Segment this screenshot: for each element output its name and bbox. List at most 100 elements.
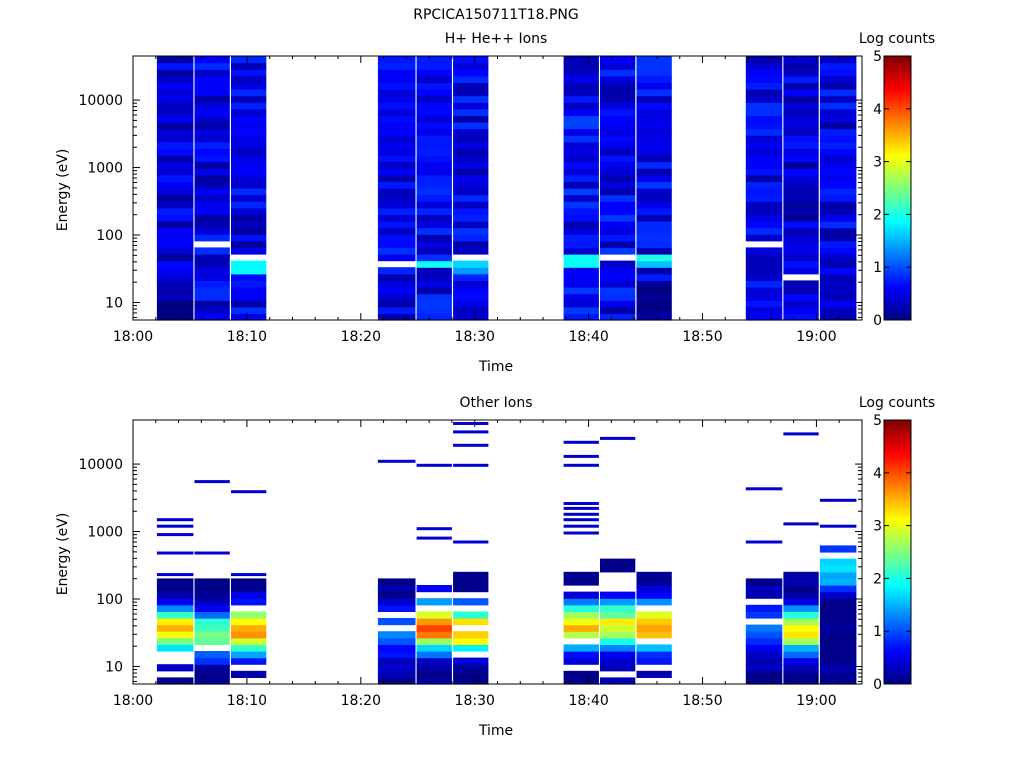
colorbar-tick-label: 3 <box>873 155 882 171</box>
colorbar-segment <box>884 483 911 487</box>
heatmap-cell <box>156 618 194 626</box>
heatmap-cell <box>231 155 267 163</box>
heatmap-cell <box>819 201 857 209</box>
heatmap-cell <box>377 174 416 182</box>
heatmap-cell <box>416 598 452 606</box>
colorbar-segment <box>884 604 911 608</box>
colorbar-segment <box>884 71 911 75</box>
heatmap-cell <box>416 254 452 262</box>
heatmap-cell <box>416 637 452 645</box>
heatmap-cell <box>563 155 599 163</box>
colorbar-segment <box>884 180 911 184</box>
panel-1-heatmap-cells <box>156 56 857 321</box>
heatmap-cell <box>416 69 452 77</box>
heatmap-cell <box>563 240 599 248</box>
heatmap-cell <box>636 624 672 632</box>
heatmap-cell <box>377 300 416 308</box>
colorbar-segment <box>884 111 911 115</box>
heatmap-cell <box>600 227 636 235</box>
heatmap-cell <box>156 148 194 156</box>
colorbar-segment <box>884 56 911 60</box>
heatmap-cell <box>563 293 599 301</box>
heatmap-cell <box>819 545 857 553</box>
heatmap-cell <box>416 287 452 295</box>
heatmap-cell <box>194 122 230 130</box>
colorbar-frame <box>883 419 912 685</box>
colorbar-segment <box>884 290 911 295</box>
colorbar-segment <box>884 256 911 260</box>
heatmap-cell <box>563 651 599 659</box>
heatmap-cell <box>156 108 194 116</box>
heatmap-cell <box>156 631 194 639</box>
colorbar-segment <box>884 145 911 149</box>
heatmap-cell <box>194 135 230 143</box>
heatmap-cell <box>783 194 819 202</box>
heatmap-cell <box>377 637 416 645</box>
heatmap-cell <box>563 624 599 632</box>
colorbar-segment <box>884 530 911 535</box>
colorbar-segment <box>884 193 911 197</box>
heatmap-cell <box>416 306 452 314</box>
sparse-count-line <box>453 463 489 467</box>
heatmap-cell <box>453 155 489 163</box>
heatmap-cell <box>563 115 599 123</box>
heatmap-cell <box>600 102 636 110</box>
heatmap-cell <box>194 148 230 156</box>
heatmap-cell <box>231 115 267 123</box>
heatmap-cell <box>745 651 783 659</box>
heatmap-cell <box>563 69 599 77</box>
sparse-count-line <box>819 498 857 502</box>
heatmap-cell <box>194 168 230 176</box>
heatmap-cell <box>600 637 636 645</box>
heatmap-cell <box>377 69 416 77</box>
heatmap-cell <box>377 234 416 242</box>
heatmap-cell <box>416 644 452 652</box>
heatmap-cell <box>231 148 267 156</box>
sparse-count-line <box>563 463 599 467</box>
heatmap-cell <box>231 168 267 176</box>
heatmap-cell <box>600 194 636 202</box>
heatmap-cell <box>636 578 672 586</box>
heatmap-cell <box>600 141 636 149</box>
heatmap-cell <box>819 585 857 593</box>
colorbar-segment <box>884 520 911 524</box>
x-tick-label: 18:50 <box>682 329 722 345</box>
heatmap-cell <box>600 300 636 308</box>
heatmap-cell <box>416 280 452 288</box>
colorbar-tick-label: 0 <box>873 313 882 329</box>
heatmap-cell <box>745 611 783 619</box>
heatmap-cell <box>819 571 857 579</box>
panel-2-colorbar-label: Log counts <box>859 395 935 411</box>
colorbar-segment <box>884 98 911 102</box>
colorbar-frame <box>883 55 912 321</box>
heatmap-cell <box>194 75 230 83</box>
heatmap-cell <box>819 181 857 189</box>
heatmap-cell <box>377 75 416 83</box>
colorbar-segment <box>884 243 911 247</box>
heatmap-cell <box>745 69 783 77</box>
time-column <box>819 56 857 321</box>
heatmap-cell <box>416 89 452 97</box>
colorbar-segment <box>884 172 911 176</box>
heatmap-cell <box>563 578 599 586</box>
heatmap-cell <box>453 670 489 678</box>
colorbar-segment <box>884 195 911 200</box>
heatmap-cell <box>231 161 267 169</box>
y-tick-label: 10000 <box>78 457 123 473</box>
colorbar-segment <box>884 230 911 234</box>
heatmap-cell <box>819 300 857 308</box>
heatmap-cell <box>745 280 783 288</box>
heatmap-cell <box>416 168 452 176</box>
heatmap-cell <box>194 62 230 70</box>
heatmap-cell <box>819 280 857 288</box>
heatmap-cell <box>453 161 489 169</box>
heatmap-cell <box>194 300 230 308</box>
heatmap-cell <box>231 240 267 248</box>
heatmap-cell <box>194 631 230 639</box>
colorbar-segment <box>884 304 911 308</box>
colorbar-segment <box>884 559 911 564</box>
heatmap-cell <box>783 108 819 116</box>
heatmap-cell <box>194 95 230 103</box>
heatmap-cell <box>783 657 819 665</box>
heatmap-cell <box>563 95 599 103</box>
